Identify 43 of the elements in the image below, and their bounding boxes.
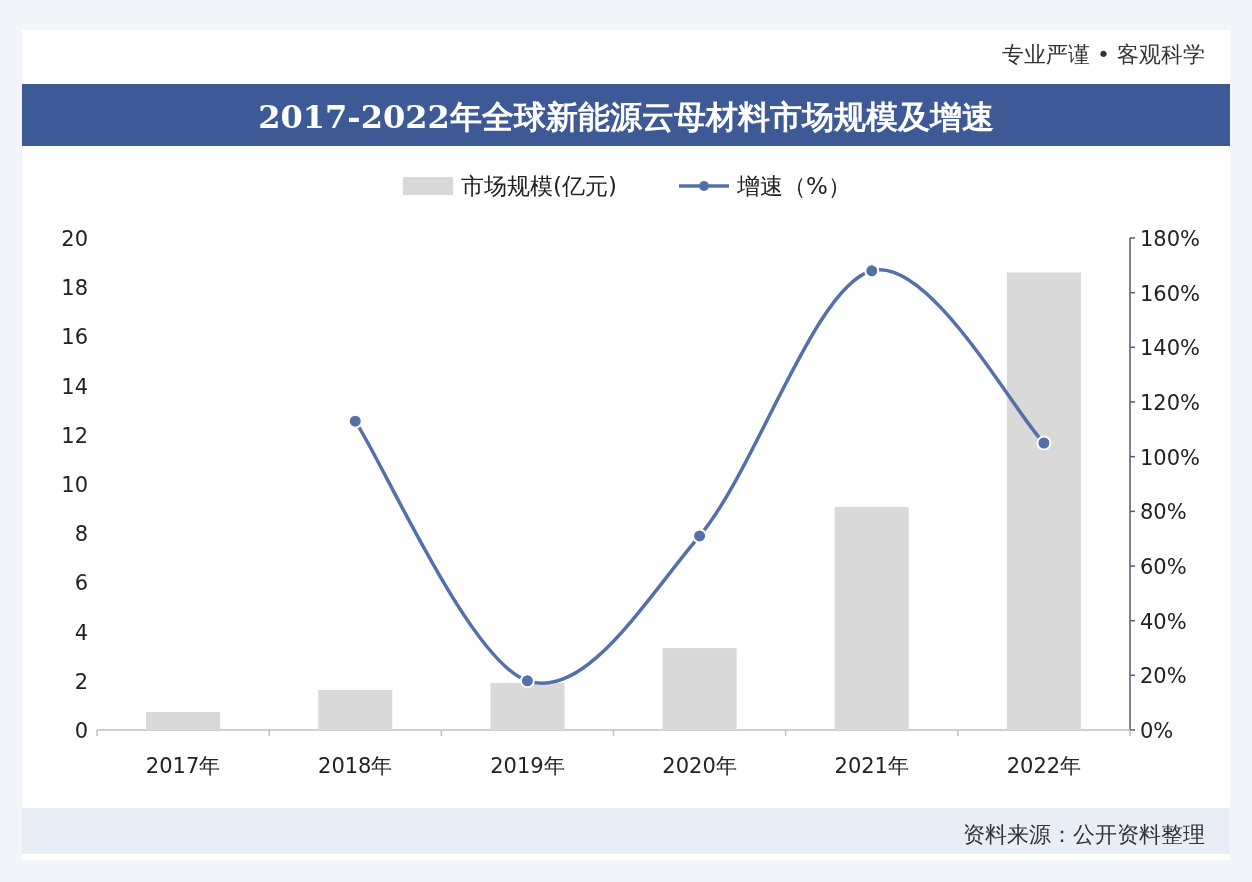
y2-tick-label: 160% — [1140, 281, 1201, 306]
y2-tick-label: 80% — [1140, 500, 1187, 525]
x-tick-label: 2017年 — [145, 754, 221, 778]
x-tick-label: 2021年 — [834, 754, 909, 778]
text: 专业严谨 • 客观科学 — [1002, 42, 1205, 67]
y-tick-label: 0 — [74, 719, 88, 743]
y2-tick-label: 0% — [1140, 719, 1174, 743]
y-tick-label: 16 — [61, 325, 88, 350]
y2-tick-label: 40% — [1140, 609, 1187, 634]
y2-tick-label: 140% — [1140, 336, 1201, 361]
legend-label: 市场规模(亿元) — [461, 173, 617, 199]
x-tick-label: 2020年 — [662, 754, 737, 778]
x-tick-label: 2019年 — [490, 754, 565, 778]
y2-tick-label: 180% — [1140, 227, 1201, 251]
legend-label: 增速（%） — [736, 173, 851, 199]
y-tick-label: 10 — [61, 473, 88, 497]
y-tick-label: 6 — [74, 571, 88, 596]
y-tick-label: 2 — [74, 669, 88, 694]
point — [347, 413, 363, 429]
y-tick-label: 18 — [61, 276, 88, 301]
y-tick-label: 14 — [61, 374, 88, 399]
y-tick-label: 4 — [74, 620, 88, 645]
point — [519, 673, 535, 689]
y2-tick-label: 100% — [1140, 445, 1201, 470]
bar — [146, 712, 221, 730]
bar — [834, 506, 909, 730]
text: 资料来源：公开资料整理 — [963, 822, 1205, 847]
x-tick-label: 2018年 — [318, 754, 393, 778]
x-tick-label: 2022年 — [1006, 754, 1082, 778]
bar — [662, 648, 737, 730]
point — [864, 263, 880, 279]
y2-tick-label: 120% — [1140, 391, 1201, 415]
y-tick-label: 20 — [61, 227, 88, 251]
point — [1036, 435, 1052, 451]
y2-tick-label: 20% — [1140, 664, 1187, 689]
bar — [1006, 272, 1081, 730]
chart-title: 2017-2022年全球新能源云母材料市场规模及增速 — [258, 98, 994, 136]
y-tick-label: 12 — [61, 423, 88, 448]
bar — [490, 683, 565, 730]
y2-tick-label: 60% — [1140, 555, 1187, 579]
y-tick-label: 8 — [74, 522, 88, 547]
point — [692, 528, 708, 544]
bar — [318, 689, 393, 730]
